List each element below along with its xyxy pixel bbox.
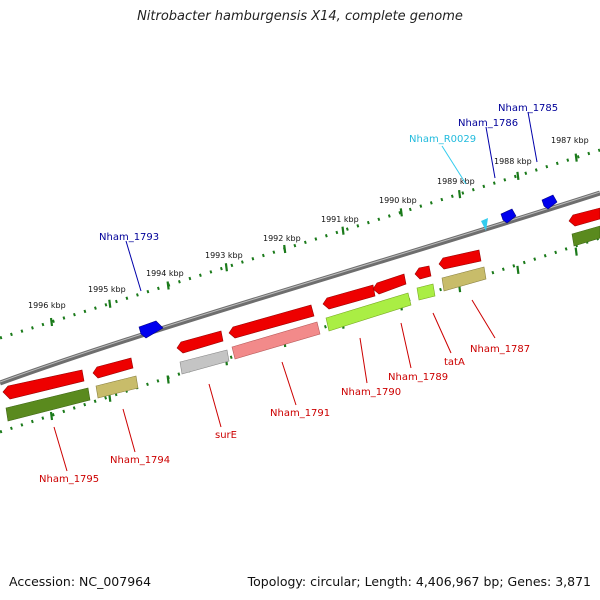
tick-label-1987: 1987 kbp — [551, 136, 589, 145]
leader-tata — [432, 312, 452, 354]
gene-nham-1791[interactable] — [228, 304, 315, 339]
outer-major-tick — [166, 281, 170, 290]
gene-nham-1785[interactable] — [541, 194, 558, 210]
genome-backbone-highlight — [0, 191, 600, 383]
class-box-sure — [179, 349, 230, 375]
label-nham-1795: Nham_1795 — [39, 474, 99, 485]
label-tata: tatA — [444, 357, 465, 368]
class-box-nham-1795 — [5, 387, 91, 422]
gene-sure[interactable] — [176, 330, 224, 354]
gene-nham-1795[interactable] — [2, 369, 85, 400]
tick-label-1990: 1990 kbp — [379, 196, 417, 205]
label-nham-1786: Nham_1786 — [458, 118, 518, 129]
label-nham-1789: Nham_1789 — [388, 372, 448, 383]
tick-label-1994: 1994 kbp — [146, 269, 184, 278]
gene-nham-1786[interactable] — [500, 208, 517, 224]
leader-nham-1795 — [53, 426, 68, 472]
outer-major-tick — [224, 263, 228, 272]
label-nham-r0029: Nham_R0029 — [409, 134, 476, 145]
leader-nham-1793 — [125, 240, 142, 292]
leader-nham-1790 — [359, 337, 368, 384]
label-nham-1785: Nham_1785 — [498, 103, 558, 114]
leader-nham-1785 — [527, 111, 538, 163]
map-title: Nitrobacter hamburgensis X14, complete g… — [137, 9, 463, 24]
class-box-right-edge — [571, 225, 600, 247]
leader-nham-1789 — [400, 322, 412, 369]
gene-nham-1789[interactable] — [372, 273, 407, 295]
leader-nham-r0029 — [441, 145, 467, 185]
class-box-nham-1787 — [441, 266, 487, 292]
tick-label-1992: 1992 kbp — [263, 234, 301, 243]
gene-nham-1787[interactable] — [438, 249, 482, 270]
leader-nham-1786 — [485, 126, 496, 179]
gene-nham-1793[interactable] — [138, 320, 164, 339]
outer-major-tick — [516, 171, 520, 181]
function-boxes — [5, 225, 600, 422]
label-nham-1791: Nham_1791 — [270, 408, 330, 419]
label-sure: surE — [215, 430, 237, 441]
accession-text: Accession: NC_007964 — [9, 574, 152, 589]
outer-major-tick — [108, 299, 112, 308]
tick-label-1991: 1991 kbp — [321, 215, 359, 224]
inner-major-tick — [166, 375, 170, 384]
inner-major-tick — [49, 411, 54, 421]
gene-nham-1794[interactable] — [92, 357, 134, 379]
genome-backbone — [0, 190, 600, 386]
gene-right-edge[interactable] — [568, 207, 600, 227]
inner-major-tick — [516, 265, 520, 275]
leader-nham-1787 — [471, 299, 496, 339]
genome-stats: Topology: circular; Length: 4,406,967 bp… — [247, 574, 591, 589]
reverse-cds — [2, 207, 600, 400]
label-nham-1793: Nham_1793 — [99, 232, 159, 243]
leader-nham-1791 — [281, 361, 297, 406]
tick-label-1988: 1988 kbp — [494, 157, 532, 166]
class-box-nham-1794 — [95, 375, 139, 399]
leader-sure — [208, 383, 222, 428]
tick-label-1995: 1995 kbp — [88, 285, 126, 294]
outer-major-tick — [399, 208, 403, 217]
tick-label-1996: 1996 kbp — [28, 301, 66, 310]
tick-label-1989: 1989 kbp — [437, 177, 475, 186]
gene-nham-r0029[interactable] — [481, 218, 488, 231]
inner-major-tick — [574, 247, 578, 256]
leader-nham-1794 — [122, 408, 136, 453]
label-nham-1790: Nham_1790 — [341, 387, 401, 398]
label-nham-1787: Nham_1787 — [470, 344, 530, 355]
class-box-nham-1790 — [325, 292, 412, 332]
outer-major-tick — [283, 244, 287, 254]
gene-nham-1790[interactable] — [322, 284, 376, 310]
outer-major-tick — [574, 153, 578, 162]
outer-major-tick — [341, 226, 345, 235]
tick-label-1993: 1993 kbp — [205, 251, 243, 260]
gene-tata[interactable] — [414, 265, 432, 280]
outer-major-tick — [49, 317, 54, 327]
class-box-tata — [416, 283, 436, 301]
label-nham-1794: Nham_1794 — [110, 455, 170, 466]
class-box-nham-1791 — [231, 321, 321, 360]
outer-major-tick — [458, 190, 462, 199]
